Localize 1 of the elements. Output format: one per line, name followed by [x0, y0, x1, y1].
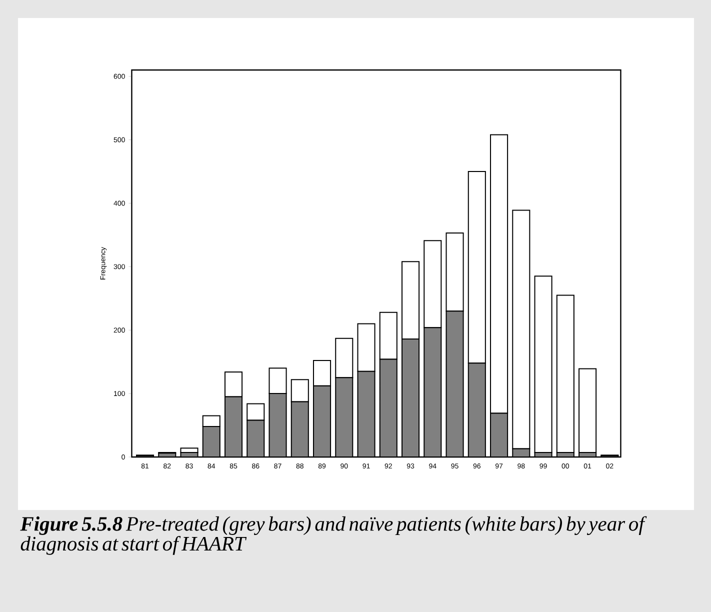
text: Figure 5.5.8 Pre-treated (grey bars) and naïve patients (white bars) by year of diagnosis at start of HAART: [20, 516, 647, 555]
